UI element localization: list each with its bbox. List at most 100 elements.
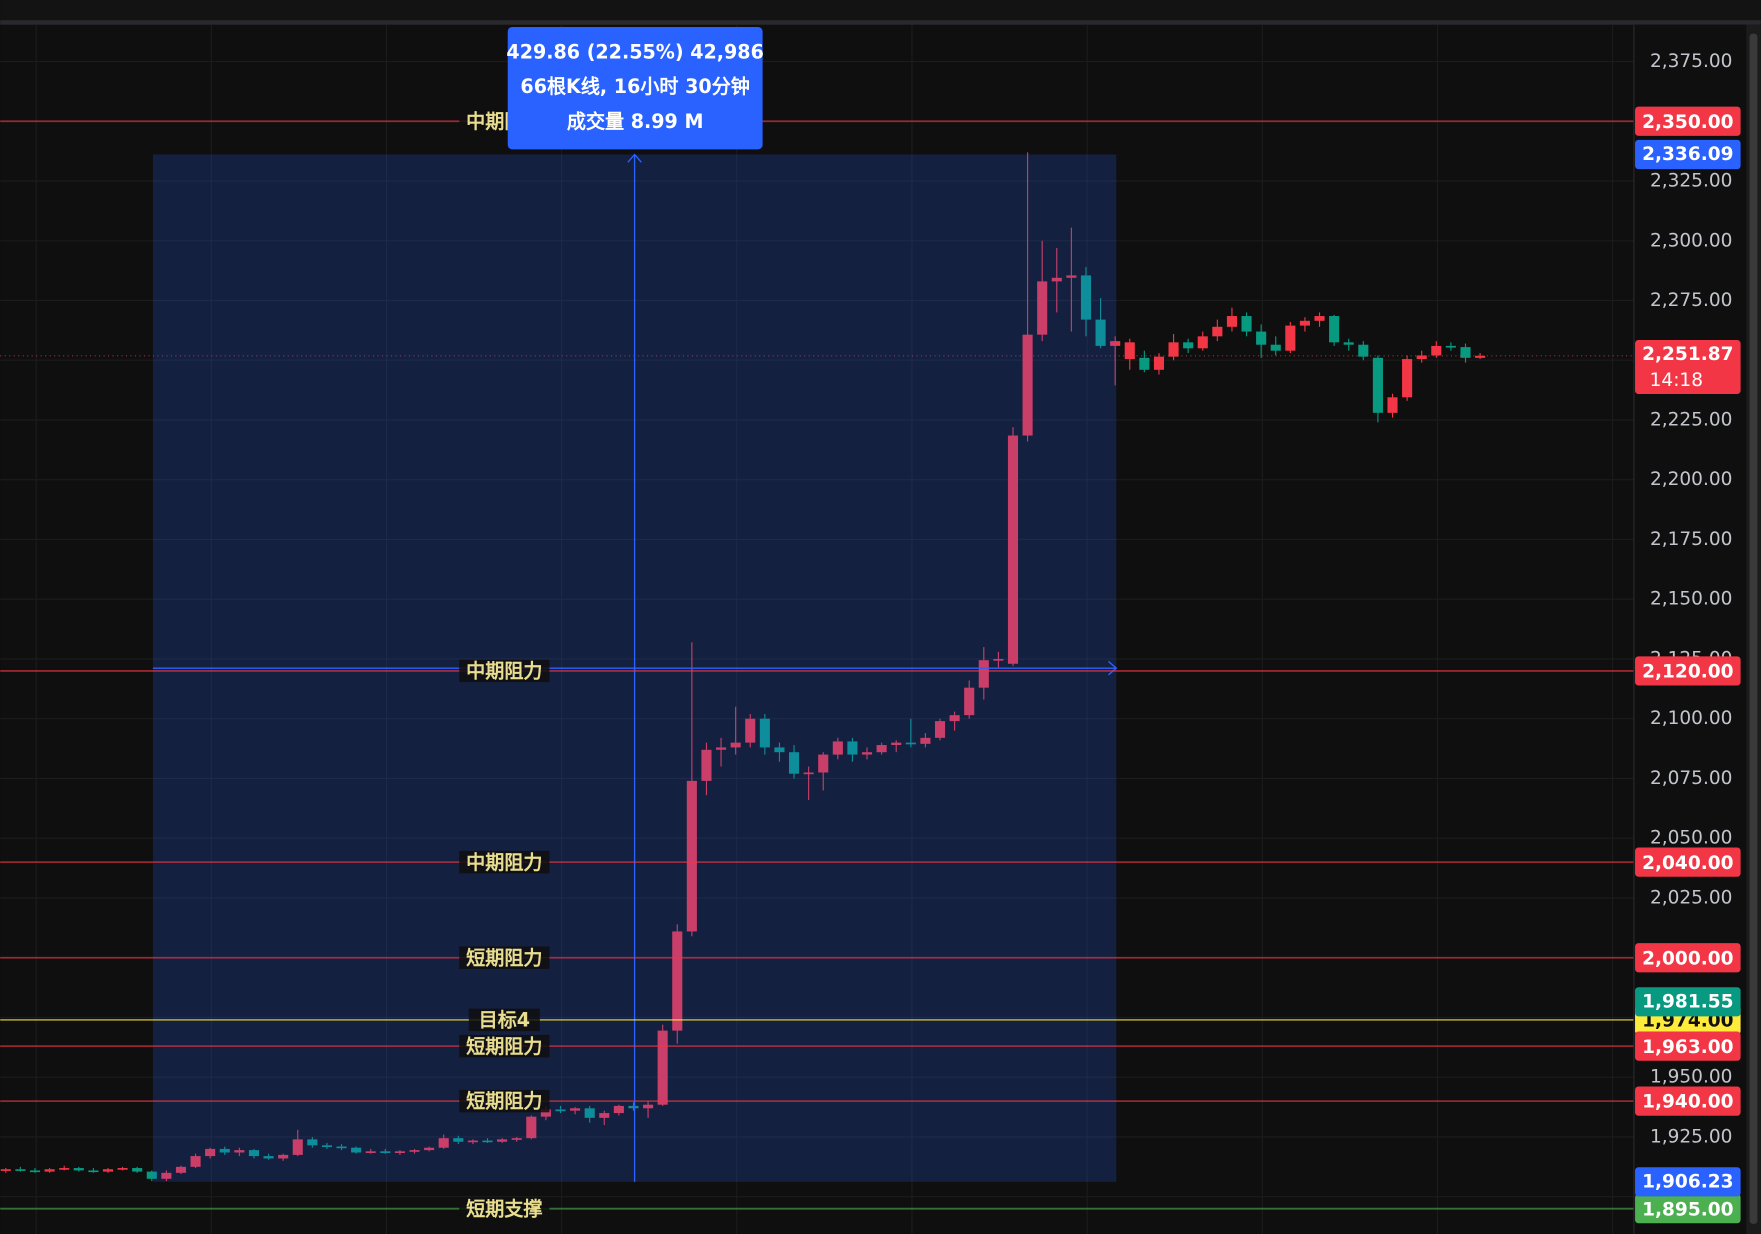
y-tick-label: 2,225.00 (1650, 409, 1732, 430)
level-label-bg (459, 1197, 550, 1220)
candle-body (1051, 277, 1062, 282)
candle-body (336, 1146, 347, 1149)
candle-body (205, 1148, 216, 1157)
candle-body (730, 742, 741, 748)
tooltip-box (507, 26, 763, 150)
y-tick-label: 2,325.00 (1650, 171, 1732, 192)
toolbar (0, 0, 1761, 21)
y-tick-label: 2,025.00 (1650, 887, 1732, 908)
level-label-bg (459, 659, 550, 683)
candle-body (876, 745, 887, 753)
measure-overlay (152, 153, 1118, 1182)
candle-body (1139, 357, 1150, 370)
candle-body (657, 1030, 668, 1105)
candle-body (1037, 281, 1048, 335)
candle-body (44, 1169, 55, 1172)
candle-body (818, 754, 829, 773)
candle-body (599, 1113, 610, 1118)
candle-body (643, 1104, 654, 1109)
candle-body (132, 1168, 143, 1172)
candle-body (394, 1151, 405, 1153)
level-price-box (1635, 1031, 1741, 1061)
price-axis: 2,375.00 2,350.00 2,325.00 2,300.00 2,275.00… (1633, 24, 1747, 1234)
level-price-box (1635, 656, 1741, 686)
level-price-label: 1,963.00 (1642, 1037, 1733, 1058)
candle-body (540, 1109, 551, 1117)
candle-body (321, 1145, 332, 1148)
candle-body (861, 752, 873, 755)
candle-body (1299, 320, 1310, 326)
candle-body (102, 1169, 114, 1172)
price-marker-countdown: 14:18 (1650, 370, 1703, 391)
level-label: 短期阻力 (466, 1035, 542, 1058)
candle-body (788, 752, 800, 774)
candle-body (1153, 356, 1165, 370)
price-marker-label: 2,251.87 (1642, 344, 1733, 365)
candle-body (1256, 331, 1267, 345)
candle-body (146, 1171, 157, 1179)
candle-body (1212, 326, 1223, 337)
candle-body (365, 1151, 376, 1153)
measure-h-arrowhead (1107, 660, 1118, 676)
candle-body (555, 1109, 566, 1112)
candle-body (1007, 435, 1019, 664)
candle-body (1358, 344, 1369, 357)
level-price-label: 2,040.00 (1642, 853, 1733, 874)
candle-body (949, 715, 960, 722)
candle-body (248, 1150, 260, 1157)
candle-body (1080, 275, 1092, 320)
candle-body (511, 1138, 522, 1140)
y-tick-label: 2,300.00 (1650, 230, 1732, 251)
candle-body (467, 1140, 478, 1143)
y-tick-label: 1,950.00 (1650, 1067, 1732, 1088)
scrollbar-thumb[interactable] (1749, 33, 1758, 1224)
candle-body (1402, 359, 1413, 398)
price-marker-box (1635, 139, 1741, 170)
level-label-bg (459, 850, 550, 874)
candle-body (234, 1150, 245, 1153)
candle-body (1197, 336, 1208, 349)
candle-body (380, 1151, 391, 1153)
candle-body (1343, 342, 1354, 345)
candle-body (161, 1172, 172, 1179)
candle-body (716, 747, 727, 750)
candle-body (263, 1156, 274, 1159)
candle-body (905, 742, 916, 745)
candle-body (701, 749, 712, 781)
candle-body (934, 721, 946, 738)
candles (0, 152, 1634, 1182)
candle-body (0, 1169, 11, 1171)
y-tick-label: 2,075.00 (1650, 768, 1732, 789)
candle-body (29, 1170, 41, 1173)
candle-body (832, 741, 843, 755)
candle-body (1445, 345, 1456, 348)
candle-body (628, 1105, 639, 1109)
price-marker-label: 2,336.09 (1642, 144, 1733, 165)
y-tick-label: 2,100.00 (1650, 708, 1732, 729)
candle-body (1270, 344, 1281, 351)
candle-body (964, 687, 975, 716)
level-label: 短期阻力 (466, 1090, 542, 1113)
candle-body (993, 658, 1004, 661)
toolbar-border (0, 20, 1761, 25)
candle-body (1387, 397, 1398, 413)
level-price-label: 1,895.00 (1642, 1199, 1733, 1220)
candle-body (307, 1139, 318, 1146)
candle-body (584, 1108, 595, 1118)
level-price-box (1635, 943, 1741, 973)
candle-body (453, 1138, 464, 1142)
candle-body (175, 1166, 187, 1173)
level-label: 短期阻力 (466, 946, 542, 969)
y-tick-label: 2,375.00 (1650, 51, 1732, 72)
level-label: 目标4 (479, 1009, 530, 1031)
y-tick-label: 2,200.00 (1650, 469, 1732, 490)
candle-body (1168, 342, 1179, 357)
candle-body (1095, 319, 1106, 346)
level-price-label: 2,000.00 (1642, 948, 1733, 969)
level-price-box (1635, 106, 1741, 136)
candle-body (15, 1169, 26, 1171)
y-tick-label: 2,175.00 (1650, 529, 1732, 550)
candle-body (1022, 334, 1033, 436)
candle-body (278, 1154, 289, 1159)
level-price-box (1635, 847, 1741, 877)
